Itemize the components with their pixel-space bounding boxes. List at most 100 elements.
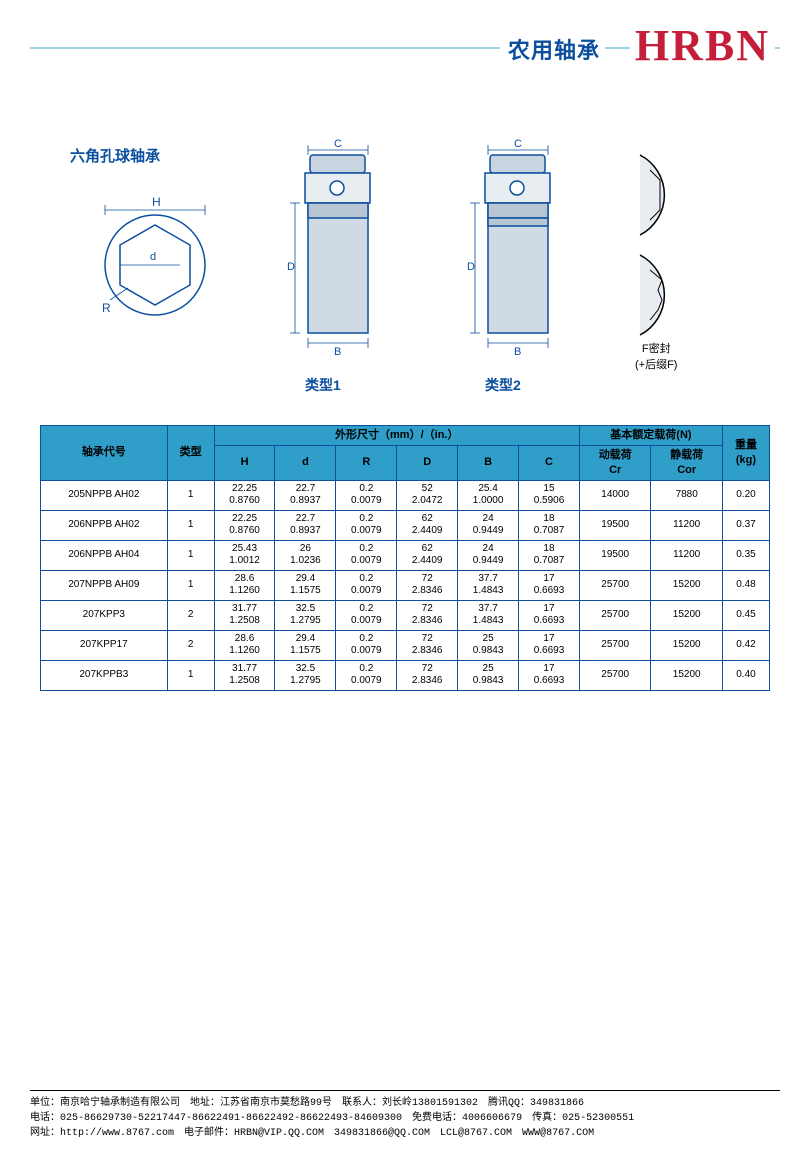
cell-code: 207NPPB AH09 (41, 570, 168, 600)
th-code: 轴承代号 (41, 426, 168, 481)
cell-code: 206NPPB AH04 (41, 540, 168, 570)
cell-H: 28.6 1.1260 (214, 570, 275, 600)
cell-code: 207KPP17 (41, 630, 168, 660)
cell-d: 29.4 1.1575 (275, 570, 336, 600)
th-D: D (397, 445, 458, 480)
cell-H: 31.77 1.2508 (214, 600, 275, 630)
cell-type: 1 (167, 480, 214, 510)
cell-code: 207KPP3 (41, 600, 168, 630)
cell-D: 72 2.8346 (397, 660, 458, 690)
cell-kg: 0.37 (722, 510, 769, 540)
cell-cor: 7880 (651, 480, 723, 510)
cell-R: 0.2 0.0079 (336, 570, 397, 600)
spec-table-wrap: 轴承代号 类型 外形尺寸（mm）/（in.） 基本额定载荷(N) 重量 (kg)… (40, 425, 770, 691)
cell-cr: 25700 (579, 570, 651, 600)
cell-D: 72 2.8346 (397, 630, 458, 660)
svg-text:C: C (514, 138, 522, 150)
cell-type: 2 (167, 630, 214, 660)
cell-kg: 0.40 (722, 660, 769, 690)
th-R: R (336, 445, 397, 480)
cell-cr: 14000 (579, 480, 651, 510)
svg-text:D: D (287, 261, 295, 273)
cell-code: 206NPPB AH02 (41, 510, 168, 540)
cell-kg: 0.48 (722, 570, 769, 600)
cell-C: 18 0.7087 (519, 540, 580, 570)
table-row: 205NPPB AH02122.25 0.876022.7 0.89370.2 … (41, 480, 770, 510)
cell-type: 1 (167, 540, 214, 570)
cell-C: 17 0.6693 (519, 630, 580, 660)
type2-diagram: C D B (440, 135, 590, 375)
cell-D: 72 2.8346 (397, 570, 458, 600)
cell-R: 0.2 0.0079 (336, 510, 397, 540)
cell-H: 22.25 0.8760 (214, 510, 275, 540)
cell-B: 25 0.9843 (458, 660, 519, 690)
cell-kg: 0.45 (722, 600, 769, 630)
cell-B: 25.4 1.0000 (458, 480, 519, 510)
th-weight: 重量 (kg) (722, 426, 769, 481)
cell-H: 22.25 0.8760 (214, 480, 275, 510)
svg-text:H: H (152, 195, 161, 209)
th-cor: 静载荷 Cor (651, 445, 723, 480)
footer-line2: 电话：025-86629730-52217447-86622491-866224… (30, 1111, 780, 1126)
footer-line3: 网址：http://www.8767.com 电子邮件：HRBN@VIP.QQ.… (30, 1126, 780, 1141)
cell-H: 28.6 1.1260 (214, 630, 275, 660)
cell-H: 31.77 1.2508 (214, 660, 275, 690)
cell-C: 18 0.7087 (519, 510, 580, 540)
cell-cor: 11200 (651, 540, 723, 570)
cell-d: 26 1.0236 (275, 540, 336, 570)
cell-cr: 25700 (579, 600, 651, 630)
cell-D: 62 2.4409 (397, 510, 458, 540)
cell-C: 17 0.6693 (519, 570, 580, 600)
cell-d: 22.7 0.8937 (275, 480, 336, 510)
cell-d: 32.5 1.2795 (275, 600, 336, 630)
header-title: 农用轴承 (508, 33, 600, 65)
cell-R: 0.2 0.0079 (336, 600, 397, 630)
type1-diagram: C D B (260, 135, 410, 375)
cell-kg: 0.20 (722, 480, 769, 510)
cell-cr: 19500 (579, 540, 651, 570)
cell-type: 1 (167, 570, 214, 600)
cell-kg: 0.35 (722, 540, 769, 570)
cell-cor: 15200 (651, 570, 723, 600)
cell-R: 0.2 0.0079 (336, 480, 397, 510)
cell-d: 22.7 0.8937 (275, 510, 336, 540)
spec-table: 轴承代号 类型 外形尺寸（mm）/（in.） 基本额定载荷(N) 重量 (kg)… (40, 425, 770, 691)
cell-cr: 25700 (579, 630, 651, 660)
cell-cr: 19500 (579, 510, 651, 540)
cell-R: 0.2 0.0079 (336, 660, 397, 690)
cell-R: 0.2 0.0079 (336, 540, 397, 570)
svg-text:D: D (467, 261, 475, 273)
cell-kg: 0.42 (722, 630, 769, 660)
type2-label: 类型2 (485, 375, 521, 395)
seal-diagram (620, 145, 750, 345)
th-type: 类型 (167, 426, 214, 481)
table-row: 207KPP3231.77 1.250832.5 1.27950.2 0.007… (41, 600, 770, 630)
cell-B: 37.7 1.4843 (458, 570, 519, 600)
cell-code: 207KPPB3 (41, 660, 168, 690)
svg-text:R: R (102, 301, 111, 315)
cell-R: 0.2 0.0079 (336, 630, 397, 660)
table-row: 207NPPB AH09128.6 1.126029.4 1.15750.2 0… (41, 570, 770, 600)
diagram-section: 六角孔球轴承 H d R (0, 125, 810, 405)
cell-B: 37.7 1.4843 (458, 600, 519, 630)
cell-cor: 11200 (651, 510, 723, 540)
svg-text:C: C (334, 138, 342, 150)
cell-type: 2 (167, 600, 214, 630)
cell-cor: 15200 (651, 660, 723, 690)
footer: 单位：南京哈宁轴承制造有限公司 地址：江苏省南京市莫愁路99号 联系人：刘长岭1… (30, 1090, 780, 1141)
cell-C: 17 0.6693 (519, 600, 580, 630)
table-row: 207KPPB3131.77 1.250832.5 1.27950.2 0.00… (41, 660, 770, 690)
cell-code: 205NPPB AH02 (41, 480, 168, 510)
cell-type: 1 (167, 510, 214, 540)
svg-text:B: B (334, 346, 341, 358)
svg-text:d: d (150, 251, 156, 263)
cell-d: 29.4 1.1575 (275, 630, 336, 660)
th-B: B (458, 445, 519, 480)
th-cr: 动载荷 Cr (579, 445, 651, 480)
cell-d: 32.5 1.2795 (275, 660, 336, 690)
cell-cor: 15200 (651, 630, 723, 660)
th-d: d (275, 445, 336, 480)
cell-C: 15 0.5906 (519, 480, 580, 510)
cell-cr: 25700 (579, 660, 651, 690)
cell-H: 25.43 1.0012 (214, 540, 275, 570)
